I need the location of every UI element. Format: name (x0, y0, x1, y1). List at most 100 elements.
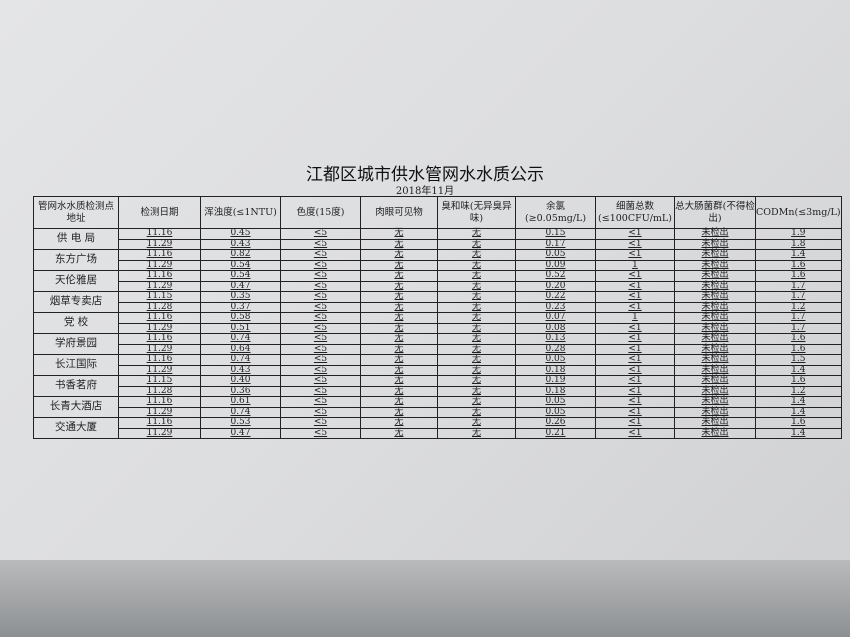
table-cell: 11.16 (118, 249, 201, 261)
table-cell: 无 (437, 238, 516, 250)
table-cell: 11.29 (118, 364, 201, 376)
table-cell: 无 (437, 375, 516, 387)
table-cell: <5 (280, 238, 361, 250)
table-cell: 0.17 (515, 238, 596, 250)
site-name: 长江国际 (33, 354, 119, 376)
table-cell: 1.4 (755, 364, 842, 376)
table-cell: <5 (280, 270, 361, 282)
table-cell: 0.05 (515, 354, 596, 366)
table-cell: 11.15 (118, 291, 201, 303)
table-cell: <1 (595, 364, 675, 376)
table-cell: 0.15 (515, 228, 596, 240)
table-cell: 1.9 (755, 228, 842, 240)
table-cell: 0.37 (200, 301, 281, 313)
site-name: 供 电 局 (33, 228, 119, 250)
table-cell: 未检出 (674, 375, 756, 387)
table-cell: 未检出 (674, 270, 756, 282)
table-cell: 1.2 (755, 385, 842, 397)
document-date: 2018年11月 (395, 186, 455, 197)
table-cell: 0.47 (200, 427, 281, 439)
table-cell: <1 (595, 301, 675, 313)
table-cell: 0.53 (200, 417, 281, 429)
table-cell: 0.05 (515, 406, 596, 418)
table-cell: 0.45 (200, 228, 281, 240)
table-cell: 0.74 (200, 354, 281, 366)
table-cell: 无 (360, 291, 438, 303)
table-cell: <1 (595, 333, 675, 345)
column-header: 总大肠菌群(不得检出) (674, 196, 756, 229)
table-cell: <5 (280, 259, 361, 271)
table-cell: 0.05 (515, 396, 596, 408)
table-cell: 未检出 (674, 406, 756, 418)
table-cell: 无 (437, 427, 516, 439)
site-name: 烟草专卖店 (33, 291, 119, 313)
table-cell: <1 (595, 427, 675, 439)
site-name: 学府景园 (33, 333, 119, 355)
table-cell: 无 (437, 228, 516, 240)
table-cell: 0.43 (200, 238, 281, 250)
table-row: 学府景园 11.16 0.74 <5 无无 0.13 <1 未检出 1.6 (33, 333, 842, 355)
table-cell: 1.5 (755, 354, 842, 366)
table-cell: <5 (280, 406, 361, 418)
table-cell: 无 (437, 343, 516, 355)
table-cell: <5 (280, 427, 361, 439)
desk-background (0, 560, 850, 637)
table-cell: 11.16 (118, 417, 201, 429)
table-cell: 1 (595, 312, 675, 324)
table-cell: 0.54 (200, 270, 281, 282)
table-cell: 未检出 (674, 322, 756, 334)
table-row: 东方广场 11.16 0.82 <5 无无 0.05 <1 未检出 1.4 (33, 249, 842, 271)
table-cell: 0.36 (200, 385, 281, 397)
table-cell: 1.4 (755, 396, 842, 408)
table-cell: 无 (437, 417, 516, 429)
table-cell: 未检出 (674, 249, 756, 261)
table-cell: 未检出 (674, 333, 756, 345)
table-cell: 无 (360, 427, 438, 439)
table-cell: 11.28 (118, 385, 201, 397)
column-header: 色度(15度) (280, 196, 361, 229)
table-cell: <5 (280, 291, 361, 303)
table-cell: 无 (437, 291, 516, 303)
table-row: 11.29 0.47 <5 无无 0.21 <1 未检出 1.4 (34, 427, 842, 439)
table-cell: <1 (595, 375, 675, 387)
table-cell: 0.64 (200, 343, 281, 355)
site-name: 东方广场 (33, 249, 119, 271)
table-cell: 11.28 (118, 301, 201, 313)
table-cell: 无 (360, 406, 438, 418)
table-cell: 0.18 (515, 385, 596, 397)
table-cell: <5 (280, 228, 361, 240)
table-cell: 0.74 (200, 406, 281, 418)
table-cell: <1 (595, 417, 675, 429)
table-cell: 1.4 (755, 406, 842, 418)
table-cell: <1 (595, 354, 675, 366)
table-cell: 未检出 (674, 354, 756, 366)
table-cell: <1 (595, 228, 675, 240)
table-row: 11.29 0.43 <5 无无 0.18 <1 未检出 1.4 (34, 364, 842, 376)
site-name: 党 校 (33, 312, 119, 334)
table-cell: 0.82 (200, 249, 281, 261)
table-cell: <5 (280, 249, 361, 261)
table-row: 11.29 0.54 <5 无无 0.09 1 未检出 1.6 (34, 259, 842, 271)
column-header: 余氯(≥0.05mg/L) (515, 196, 596, 229)
column-header: 细菌总数(≤100CFU/mL) (595, 196, 675, 229)
table-cell: 无 (360, 354, 438, 366)
table-cell: 无 (360, 385, 438, 397)
table-row: 交通大厦 11.16 0.53 <5 无无 0.26 <1 未检出 1.6 (33, 417, 842, 439)
table-cell: <5 (280, 417, 361, 429)
table-row: 11.28 0.36 <5 无无 0.18 <1 未检出 1.2 (34, 385, 842, 397)
table-cell: 0.20 (515, 280, 596, 292)
table-cell: 0.13 (515, 333, 596, 345)
table-cell: 无 (360, 417, 438, 429)
table-cell: 无 (360, 259, 438, 271)
table-cell: <1 (595, 385, 675, 397)
site-name: 天伦雅居 (33, 270, 119, 292)
table-cell: 1.7 (755, 291, 842, 303)
table-row: 天伦雅居 11.16 0.54 <5 无无 0.52 <1 未检出 1.6 (33, 270, 842, 292)
table-cell: 1.6 (755, 343, 842, 355)
table-cell: 0.51 (200, 322, 281, 334)
table-cell: 未检出 (674, 364, 756, 376)
column-header: 臭和味(无异臭异味) (437, 196, 516, 229)
table-cell: <1 (595, 343, 675, 355)
table-cell: <5 (280, 343, 361, 355)
table-cell: 0.21 (515, 427, 596, 439)
